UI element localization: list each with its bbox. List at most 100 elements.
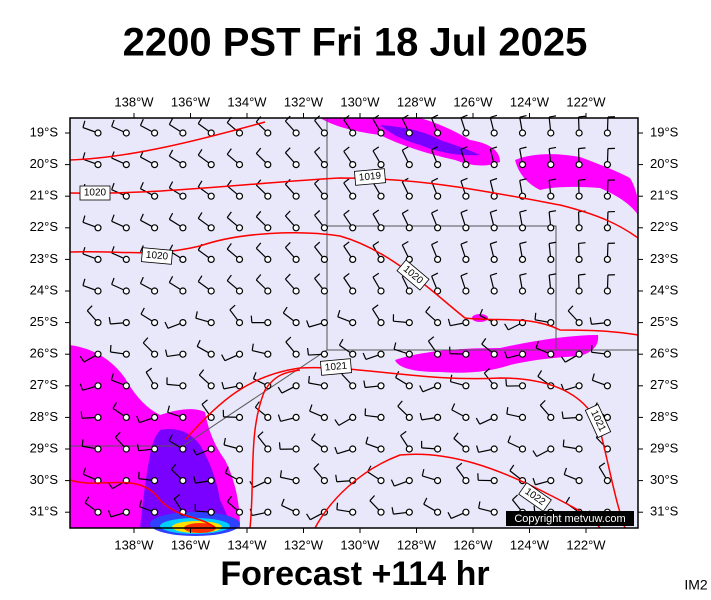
station xyxy=(349,445,357,453)
station xyxy=(490,350,498,358)
station xyxy=(462,192,470,200)
barb-flag xyxy=(140,307,145,315)
station xyxy=(405,319,413,327)
barb-flag xyxy=(431,209,439,214)
station xyxy=(349,413,357,421)
isobars xyxy=(69,121,639,529)
copyright: Copyright metvuw.com xyxy=(514,513,625,525)
station xyxy=(603,161,612,169)
station xyxy=(434,350,442,358)
barb-flag xyxy=(337,309,341,318)
barb-flag xyxy=(390,479,395,487)
station xyxy=(235,319,244,327)
station xyxy=(434,129,442,137)
barb-flag xyxy=(111,119,115,127)
station xyxy=(575,161,583,169)
station xyxy=(462,255,470,263)
station xyxy=(490,224,498,232)
barb-flag xyxy=(226,495,233,503)
barb-flag xyxy=(79,355,85,363)
station xyxy=(603,477,612,485)
barb-flag xyxy=(519,178,527,182)
station xyxy=(122,508,130,516)
lon-label: 128°W xyxy=(397,94,437,109)
barb-flag xyxy=(168,149,174,157)
lat-label: 20°S xyxy=(650,156,679,171)
station xyxy=(462,382,470,390)
isobar-label: 1021 xyxy=(320,358,352,376)
station xyxy=(462,508,470,516)
isobar-label-box xyxy=(320,358,352,376)
barb-flag xyxy=(313,463,320,469)
station xyxy=(377,255,385,263)
lon-label: 134°W xyxy=(227,537,267,552)
station xyxy=(518,129,527,137)
barb-flag xyxy=(578,147,586,150)
station xyxy=(575,287,583,295)
barb-flag xyxy=(431,240,439,246)
station xyxy=(490,477,498,485)
station xyxy=(94,319,102,327)
barb-flag xyxy=(560,356,566,363)
lon-label: 134°W xyxy=(227,94,267,109)
barb-flag xyxy=(139,182,144,189)
station xyxy=(264,319,272,327)
lon-label: 132°W xyxy=(284,94,324,109)
station xyxy=(122,413,130,421)
isobar-label-box xyxy=(396,259,430,291)
barb-flag xyxy=(138,499,143,507)
barb-flag xyxy=(82,215,86,223)
map-frame xyxy=(69,117,639,529)
lon-label: 130°W xyxy=(340,94,380,109)
station xyxy=(603,382,612,390)
barb-flag xyxy=(277,386,283,394)
barb-flag xyxy=(111,182,115,190)
station xyxy=(518,255,527,263)
barb-flag xyxy=(534,312,537,320)
station xyxy=(179,255,187,263)
barb-flag xyxy=(223,437,226,445)
station xyxy=(405,382,413,390)
station xyxy=(320,192,328,200)
station xyxy=(94,255,102,263)
station xyxy=(207,382,215,390)
isobar-label-box xyxy=(518,482,552,512)
barb-flag xyxy=(506,407,509,415)
barb-flag xyxy=(532,477,536,485)
barb-flag xyxy=(82,120,86,128)
barb-flag xyxy=(365,436,369,444)
station xyxy=(434,508,442,516)
station xyxy=(151,224,159,232)
station xyxy=(547,350,555,358)
station xyxy=(405,350,413,358)
station xyxy=(575,129,583,137)
barb-flag xyxy=(535,341,539,349)
barb-flag xyxy=(198,369,205,376)
station xyxy=(603,192,612,200)
station xyxy=(377,445,385,453)
station xyxy=(264,445,272,453)
barb-flag xyxy=(308,375,310,384)
station xyxy=(349,287,357,295)
barb-flag xyxy=(519,146,527,150)
barb-flag xyxy=(279,470,283,478)
barb-flag xyxy=(284,242,291,248)
barb-flag xyxy=(460,177,468,182)
barb-flag xyxy=(277,414,282,422)
barb-flag xyxy=(255,242,262,249)
barb-flag xyxy=(428,336,435,342)
station xyxy=(377,224,385,232)
station xyxy=(235,224,244,232)
station xyxy=(207,508,215,516)
barb-flag xyxy=(82,152,86,160)
barb-flag xyxy=(490,146,498,150)
barb-flag xyxy=(490,209,498,213)
station xyxy=(405,508,413,516)
barb-flag xyxy=(539,399,546,406)
station xyxy=(405,477,413,485)
lon-label: 126°W xyxy=(453,94,493,109)
station xyxy=(122,382,130,390)
station xyxy=(377,192,385,200)
station xyxy=(122,129,130,137)
